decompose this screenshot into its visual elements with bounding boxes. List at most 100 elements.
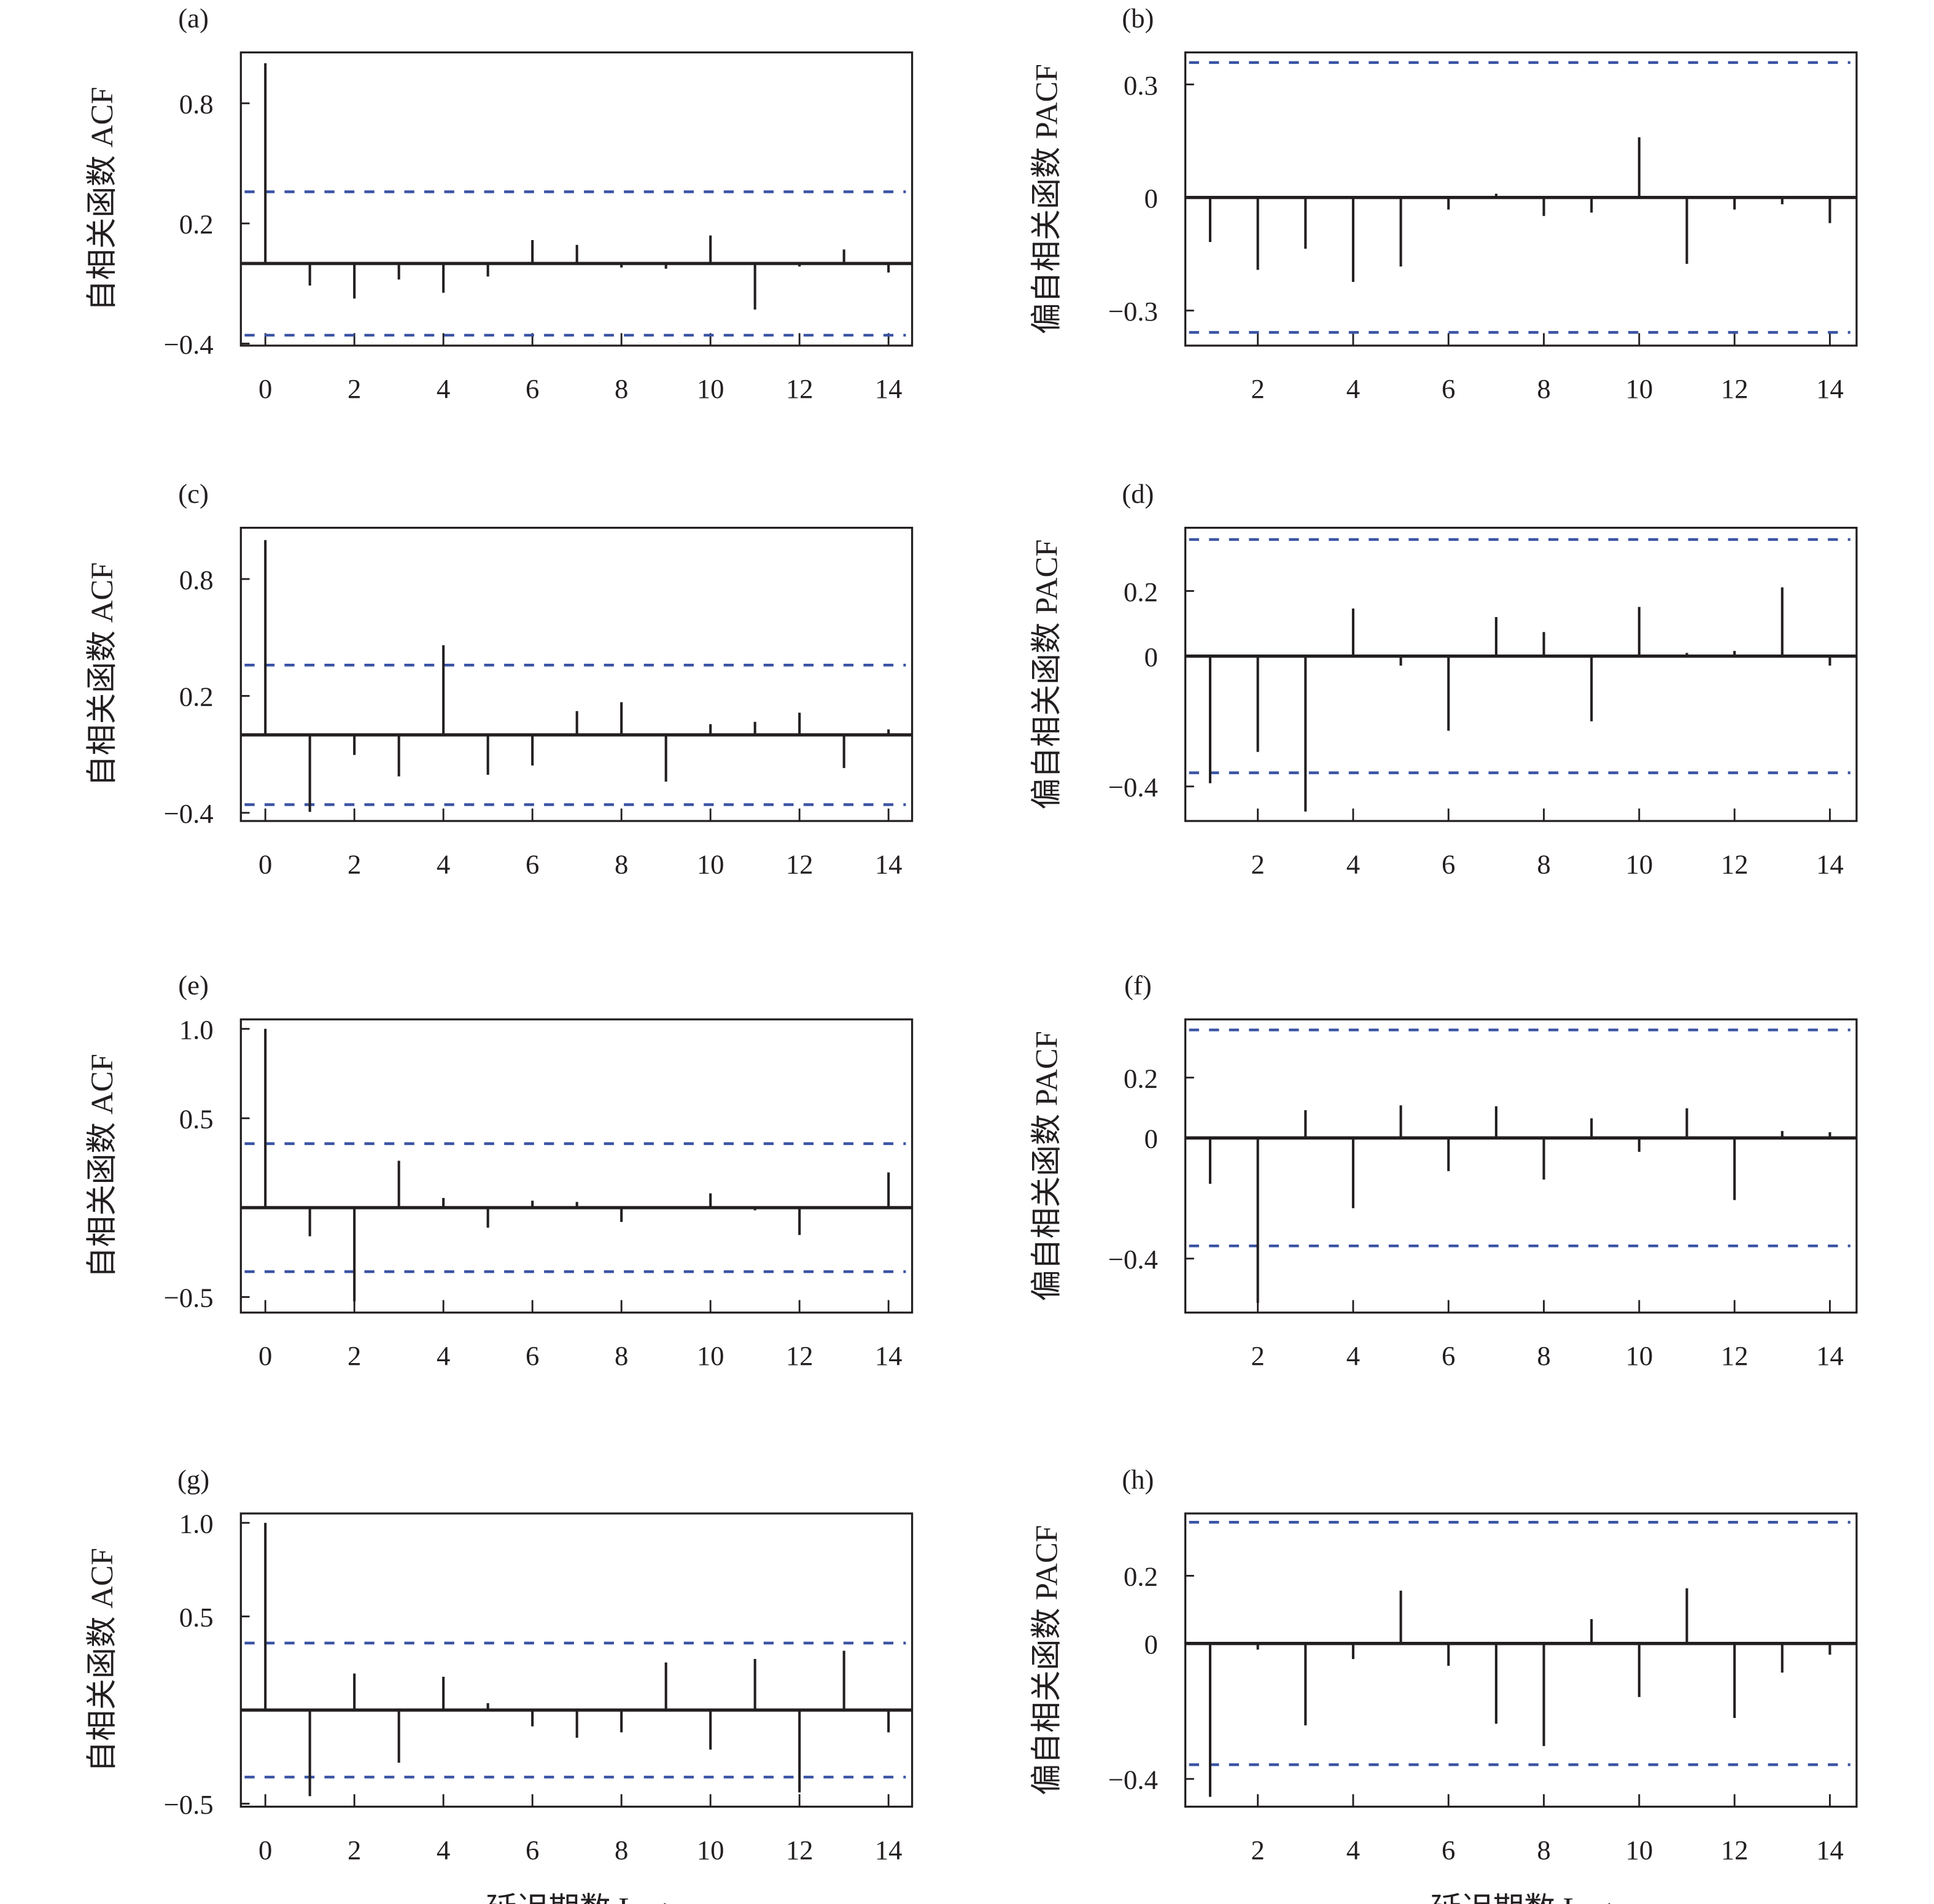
panel-d: (d) 偏自相关函数 PACF −0.4 0 0.2 2 4 6 8 10 12 14	[1029, 478, 1858, 879]
x-tick-label: 0	[258, 1835, 272, 1865]
y-tick-label: −0.3	[1108, 296, 1158, 327]
y-axis-label: 偏自相关函数 PACF	[1029, 539, 1063, 809]
x-tick-label: 6	[1442, 849, 1455, 879]
x-tick-label: 14	[1816, 849, 1844, 879]
x-tick-label: 12	[1721, 849, 1749, 879]
x-tick-label: 10	[1625, 849, 1653, 879]
x-tick-label: 10	[697, 849, 724, 879]
panel-c: (c) 自相关函数 ACF −0.4 0.2 0.8 0 2 4 6 8 10 12 14	[85, 478, 914, 879]
y-tick-label: −0.4	[1108, 772, 1158, 802]
y-tick-label: 0.3	[1124, 70, 1158, 101]
x-tick-label: 14	[875, 849, 903, 879]
y-axis-label: 自相关函数 ACF	[85, 1054, 119, 1278]
x-tick-label: 8	[1537, 373, 1550, 404]
x-tick-label: 8	[1537, 1835, 1550, 1865]
y-tick-label: −0.5	[164, 1283, 214, 1313]
plot-frame	[1184, 526, 1858, 822]
y-axis-label: 自相关函数 ACF	[85, 1548, 119, 1773]
panel-a: (a) 自相关函数 ACF −0.4 0.2 0.8 0 2 4 6 8 10 12 14	[85, 3, 914, 404]
x-tick-label: 4	[1346, 1835, 1360, 1865]
y-tick-label: 0.8	[179, 88, 214, 119]
plot-frame	[239, 526, 914, 822]
y-tick-label: 0.5	[179, 1104, 214, 1135]
y-tick-label: 0.8	[179, 564, 214, 595]
panel-h: (h) 偏自相关函数 PACF −0.4 0 0.2 2 4 6 8 10 12 14 延迟期数 Lag	[1029, 1464, 1858, 1904]
x-tick-label: 0	[258, 1340, 272, 1371]
panel-g: (g) 自相关函数 ACF −0.5 0.5 1.0 0 2 4 6 8 10 12 14 延迟期数 La…	[85, 1464, 914, 1904]
x-tick-label: 2	[348, 849, 361, 879]
plot-frame	[1184, 1512, 1858, 1808]
x-tick-label: 2	[348, 373, 361, 404]
panel-label: (g)	[177, 1464, 209, 1494]
y-tick-label: 0	[1144, 183, 1158, 214]
y-axis-label: 自相关函数 ACF	[85, 87, 119, 311]
x-tick-label: 0	[258, 849, 272, 879]
x-tick-label: 6	[526, 373, 539, 404]
x-tick-label: 8	[615, 849, 628, 879]
panel-b: (b) 偏自相关函数 PACF −0.3 0 0.3 2 4 6 8 10 12 14	[1029, 3, 1858, 404]
x-tick-label: 4	[437, 849, 450, 879]
x-tick-label: 4	[1346, 1340, 1360, 1371]
x-tick-label: 10	[1625, 1835, 1653, 1865]
x-tick-label: 12	[786, 849, 814, 879]
y-tick-label: −0.5	[164, 1789, 214, 1820]
x-tick-label: 6	[526, 1835, 539, 1865]
y-tick-label: 0.2	[1124, 577, 1158, 607]
y-tick-label: −0.4	[164, 798, 214, 829]
x-tick-label: 2	[1251, 373, 1264, 404]
x-tick-label: 10	[1625, 373, 1653, 404]
y-tick-label: −0.4	[1108, 1244, 1158, 1275]
y-tick-label: 0.2	[179, 682, 214, 712]
x-tick-label: 8	[615, 1340, 628, 1371]
x-tick-label: 4	[437, 1340, 450, 1371]
x-tick-label: 14	[1816, 1835, 1844, 1865]
y-axis-label: 偏自相关函数 PACF	[1029, 1525, 1063, 1795]
panel-f: (f) 偏自相关函数 PACF −0.4 0 0.2 2 4 6 8 10 12 14	[1029, 970, 1858, 1371]
x-tick-label: 14	[875, 1835, 903, 1865]
plot-frame	[239, 51, 914, 347]
x-tick-label: 2	[348, 1340, 361, 1371]
y-tick-label: −0.4	[164, 329, 214, 360]
y-tick-label: 1.0	[179, 1014, 214, 1045]
y-axis-label: 偏自相关函数 PACF	[1029, 1031, 1063, 1301]
x-tick-label: 6	[1442, 1835, 1455, 1865]
x-tick-label: 6	[526, 849, 539, 879]
y-tick-label: 0	[1144, 1124, 1158, 1154]
x-tick-label: 10	[697, 1340, 724, 1371]
x-tick-label: 10	[1625, 1340, 1653, 1371]
y-tick-label: −0.4	[1108, 1765, 1158, 1795]
x-tick-label: 14	[875, 373, 903, 404]
x-tick-label: 6	[1442, 1340, 1455, 1371]
x-tick-label: 12	[1721, 373, 1749, 404]
x-tick-label: 4	[437, 1835, 450, 1865]
y-tick-label: 1.0	[179, 1508, 214, 1539]
y-tick-label: 0	[1144, 1629, 1158, 1660]
x-tick-label: 6	[1442, 373, 1455, 404]
x-tick-label: 12	[1721, 1340, 1749, 1371]
x-tick-label: 2	[348, 1835, 361, 1865]
y-tick-label: 0	[1144, 642, 1158, 672]
x-tick-label: 4	[1346, 373, 1360, 404]
x-tick-label: 12	[786, 1340, 814, 1371]
panel-label: (d)	[1122, 478, 1154, 509]
x-tick-label: 0	[258, 373, 272, 404]
x-tick-label: 8	[615, 373, 628, 404]
panel-label: (a)	[178, 3, 209, 34]
panel-label: (b)	[1122, 3, 1154, 34]
x-tick-label: 14	[1816, 373, 1844, 404]
x-tick-label: 14	[875, 1340, 903, 1371]
x-tick-label: 14	[1816, 1340, 1844, 1371]
y-tick-label: 0.5	[179, 1602, 214, 1633]
y-axis-label: 偏自相关函数 PACF	[1029, 64, 1063, 334]
x-tick-label: 6	[526, 1340, 539, 1371]
x-tick-label: 10	[697, 373, 724, 404]
x-tick-label: 8	[615, 1835, 628, 1865]
panel-label: (e)	[178, 970, 209, 1001]
y-axis-label: 自相关函数 ACF	[85, 562, 119, 787]
x-tick-label: 12	[786, 1835, 814, 1865]
plot-frame	[239, 1512, 914, 1808]
y-tick-label: 0.2	[179, 209, 214, 239]
y-tick-label: 0.2	[1124, 1561, 1158, 1592]
x-tick-label: 4	[437, 373, 450, 404]
